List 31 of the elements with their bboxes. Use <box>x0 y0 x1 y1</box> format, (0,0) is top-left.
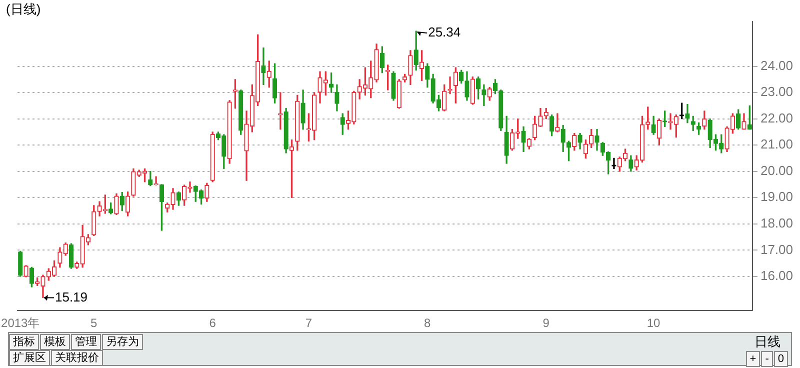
y-tick-label: 17.00 <box>760 242 794 257</box>
annotation: 15.19 <box>54 289 88 304</box>
y-tick-label: 21.00 <box>760 136 794 152</box>
y-tick-label: 18.00 <box>760 215 794 230</box>
y-tick-label: 19.00 <box>760 189 794 204</box>
text: 另存为 <box>102 334 143 350</box>
x-tick-label: 5 <box>90 316 98 330</box>
y-tick-label: 20.00 <box>760 162 794 178</box>
text: + <box>746 351 760 367</box>
text: 模板 <box>40 334 70 350</box>
text: 0 <box>774 351 788 367</box>
candlestick <box>261 48 266 85</box>
candlestick <box>555 113 560 132</box>
text: 日线 <box>754 334 780 349</box>
y-tick-label: 22.00 <box>760 110 794 126</box>
y-tick-label: 23.00 <box>760 84 794 100</box>
x-tick-label: 6 <box>209 316 216 330</box>
x-tick-label: 9 <box>542 316 550 330</box>
x-tick-label: 10 <box>646 316 661 330</box>
text: 扩展区 <box>9 350 50 366</box>
annotation: 25.34 <box>428 24 461 40</box>
text: - <box>761 351 773 367</box>
x-tick-label: 2013年 <box>1 316 40 330</box>
text: 指标 <box>9 334 39 350</box>
chart-title: (日线) <box>6 1 41 16</box>
text: 关联报价 <box>51 350 103 366</box>
x-tick-label: 7 <box>305 316 312 330</box>
y-tick-label: 16.00 <box>760 268 794 284</box>
text: 管理 <box>71 334 101 350</box>
x-tick-label: 8 <box>424 316 432 330</box>
y-tick-label: 24.00 <box>760 58 794 73</box>
